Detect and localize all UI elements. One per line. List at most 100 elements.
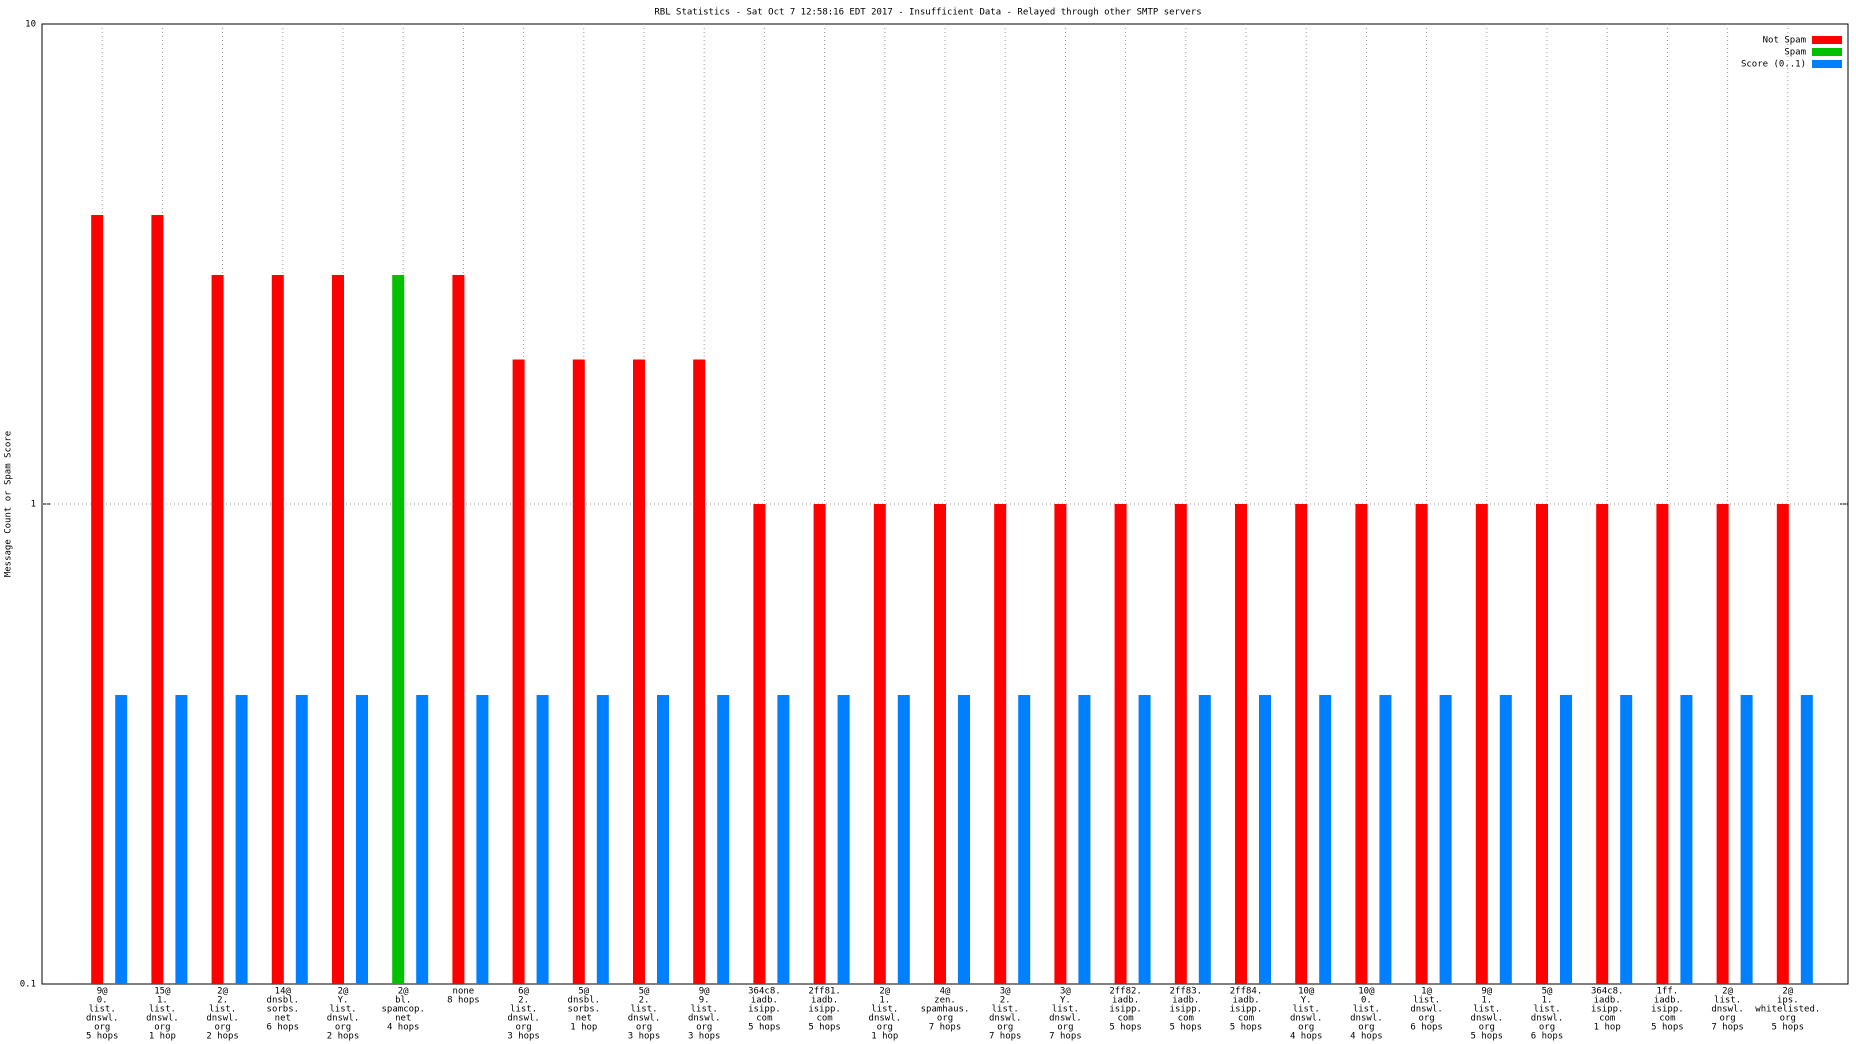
legend-label: Not Spam — [1763, 36, 1806, 46]
x-tick-label: 2@ — [1722, 987, 1733, 997]
bar — [1596, 504, 1609, 984]
x-tick-label: 7 hops — [989, 1032, 1022, 1042]
x-tick-label: org — [696, 1023, 712, 1033]
x-tick-label: 3@ — [1060, 987, 1071, 997]
x-tick-label: list. — [1293, 1005, 1320, 1015]
x-tick-label: dnswl. — [327, 1014, 360, 1024]
x-tick-label: 364c8. — [1591, 987, 1624, 997]
x-tick-label: 5 hops — [1109, 1023, 1142, 1033]
x-tick-label: none — [453, 987, 475, 997]
bar — [1355, 504, 1368, 984]
bar — [1656, 504, 1669, 984]
x-tick-label: org — [877, 1023, 893, 1033]
bar — [1319, 695, 1332, 984]
bar — [958, 695, 970, 984]
x-tick-label: 2. — [1000, 996, 1011, 1006]
x-tick-label: 2ff83. — [1170, 987, 1203, 997]
x-tick-label: 1. — [1542, 996, 1553, 1006]
x-tick-label: org — [214, 1023, 230, 1033]
x-tick-label: 10@ — [1298, 987, 1315, 997]
x-tick-label: dnswl. — [1711, 1005, 1744, 1015]
x-tick-label: list. — [1473, 1005, 1500, 1015]
bar — [1078, 695, 1091, 984]
bar — [596, 695, 609, 984]
bar — [1415, 504, 1428, 984]
x-tick-label: 6 hops — [267, 1023, 300, 1033]
x-tick-label: 1. — [1481, 996, 1492, 1006]
x-tick-label: spamcop. — [382, 1005, 425, 1015]
x-tick-label: 14@ — [275, 987, 292, 997]
x-tick-label: 3@ — [1000, 987, 1011, 997]
x-tick-label: 5@ — [578, 987, 589, 997]
x-tick-label: 7 hops — [1049, 1032, 1082, 1042]
x-tick-label: 3 hops — [507, 1032, 540, 1042]
x-tick-label: iadb. — [1112, 996, 1139, 1006]
bar — [356, 695, 368, 984]
bar — [211, 274, 224, 984]
x-tick-label: 1 hop — [149, 1032, 176, 1042]
x-tick-label: org — [937, 1014, 953, 1024]
x-tick-label: 5 hops — [1471, 1032, 1504, 1042]
x-tick-label: dnswl. — [1049, 1014, 1082, 1024]
x-tick-label: list. — [1413, 996, 1440, 1006]
x-tick-label: dnswl. — [1531, 1014, 1564, 1024]
bar — [837, 695, 850, 984]
x-tick-label: com — [1178, 1014, 1194, 1024]
x-tick-label: 8 hops — [447, 996, 480, 1006]
y-axis-label: Message Count or Spam Score — [4, 431, 14, 577]
x-tick-label: 2 hops — [327, 1032, 360, 1042]
bar — [777, 695, 790, 984]
x-tick-label: 4 hops — [1290, 1032, 1323, 1042]
bar — [873, 504, 886, 984]
bar — [1259, 695, 1271, 984]
x-tick-label: com — [816, 1014, 832, 1024]
x-tick-label: 7 hops — [1711, 1023, 1744, 1033]
x-tick-label: isipp. — [1651, 1005, 1684, 1015]
y-tick-label: 1 — [31, 500, 36, 510]
x-tick-label: 5 hops — [86, 1032, 119, 1042]
bar — [717, 695, 730, 984]
bar — [476, 695, 489, 984]
bar — [1018, 695, 1031, 984]
x-tick-label: dnswl. — [507, 1014, 540, 1024]
x-tick-label: org — [1539, 1023, 1555, 1033]
x-tick-label: 6 hops — [1410, 1023, 1443, 1033]
x-tick-label: 5@ — [639, 987, 650, 997]
x-tick-label: 9@ — [1481, 987, 1492, 997]
bar — [91, 215, 104, 984]
bar — [1620, 695, 1633, 984]
bar — [295, 695, 308, 984]
x-tick-label: Y. — [338, 996, 349, 1006]
legend-swatch — [1812, 60, 1842, 68]
x-tick-label: 2@ — [217, 987, 228, 997]
x-tick-label: 5 hops — [808, 1023, 841, 1033]
x-tick-label: org — [1057, 1023, 1073, 1033]
bar — [753, 504, 766, 984]
x-tick-label: isipp. — [1170, 1005, 1203, 1015]
x-tick-label: 6 hops — [1531, 1032, 1564, 1042]
x-tick-label: com — [756, 1014, 772, 1024]
x-tick-label: org — [94, 1023, 110, 1033]
x-tick-label: iadb. — [1594, 996, 1621, 1006]
x-tick-label: zen. — [934, 996, 956, 1006]
x-tick-label: 0. — [97, 996, 108, 1006]
x-tick-label: Y. — [1060, 996, 1071, 1006]
x-tick-label: iadb. — [751, 996, 778, 1006]
x-tick-label: Y. — [1301, 996, 1312, 1006]
x-tick-label: dnswl. — [206, 1014, 239, 1024]
bar — [115, 695, 128, 984]
x-tick-label: org — [1780, 1014, 1796, 1024]
bar — [1439, 695, 1452, 984]
bar — [1114, 504, 1127, 984]
x-tick-label: 2. — [518, 996, 529, 1006]
bar — [572, 359, 585, 984]
x-tick-label: spamhaus. — [921, 1005, 970, 1015]
x-tick-label: 364c8. — [748, 987, 781, 997]
bar — [1054, 504, 1067, 984]
bar — [1174, 504, 1187, 984]
x-tick-label: net — [576, 1014, 592, 1024]
legend-swatch — [1812, 48, 1842, 56]
x-tick-label: 2@ — [879, 987, 890, 997]
x-tick-label: 1 hop — [570, 1023, 597, 1033]
x-tick-label: list. — [1714, 996, 1741, 1006]
